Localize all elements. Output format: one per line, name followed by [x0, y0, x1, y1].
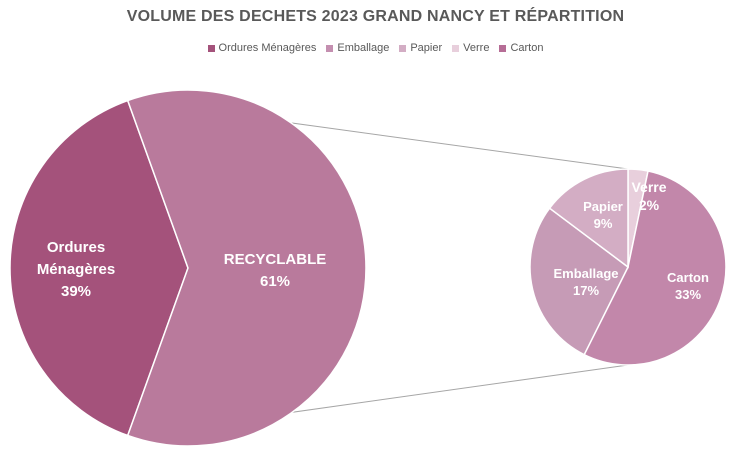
- legend-swatch: [399, 44, 407, 52]
- legend-entry: Papier: [399, 42, 442, 54]
- legend-swatch: [499, 44, 507, 52]
- legend-label: Carton: [510, 42, 544, 54]
- pie-slice-ordures-menageres: [9, 99, 189, 437]
- legend-swatch: [326, 44, 334, 52]
- label-carton: Carton 33%: [667, 270, 709, 302]
- pie-slice-recyclable: [126, 89, 367, 447]
- legend-entry: Emballage: [326, 42, 389, 54]
- legend-label: Verre: [463, 42, 490, 54]
- legend: Ordures Ménagères Emballage Papier Verre Car…: [0, 42, 751, 55]
- legend-label: Papier: [410, 42, 443, 54]
- legend-label: Ordures Ménagères: [218, 42, 317, 54]
- label-emballage: Emballage 17%: [553, 266, 618, 298]
- legend-entry: Verre: [452, 42, 489, 54]
- pie-slice-carton: [583, 170, 727, 366]
- label-papier: Papier 9%: [583, 199, 623, 231]
- legend-entry: Ordures Ménagères: [207, 42, 317, 54]
- pie-slice-emballage: [529, 207, 629, 356]
- legend-swatch: [207, 44, 215, 52]
- legend-swatch: [452, 44, 460, 52]
- label-recyclable: RECYCLABLE 61%: [224, 251, 327, 290]
- legend-label: Emballage: [337, 42, 390, 54]
- pie-slice-papier: [548, 168, 629, 269]
- legend-entry: Carton: [499, 42, 543, 54]
- chart-title: VOLUME DES DECHETS 2023 GRAND NANCY ET R…: [126, 8, 625, 25]
- label-verre: Verre 2%: [631, 179, 666, 213]
- label-ordures-menageres: Ordures Ménagères 39%: [37, 239, 115, 300]
